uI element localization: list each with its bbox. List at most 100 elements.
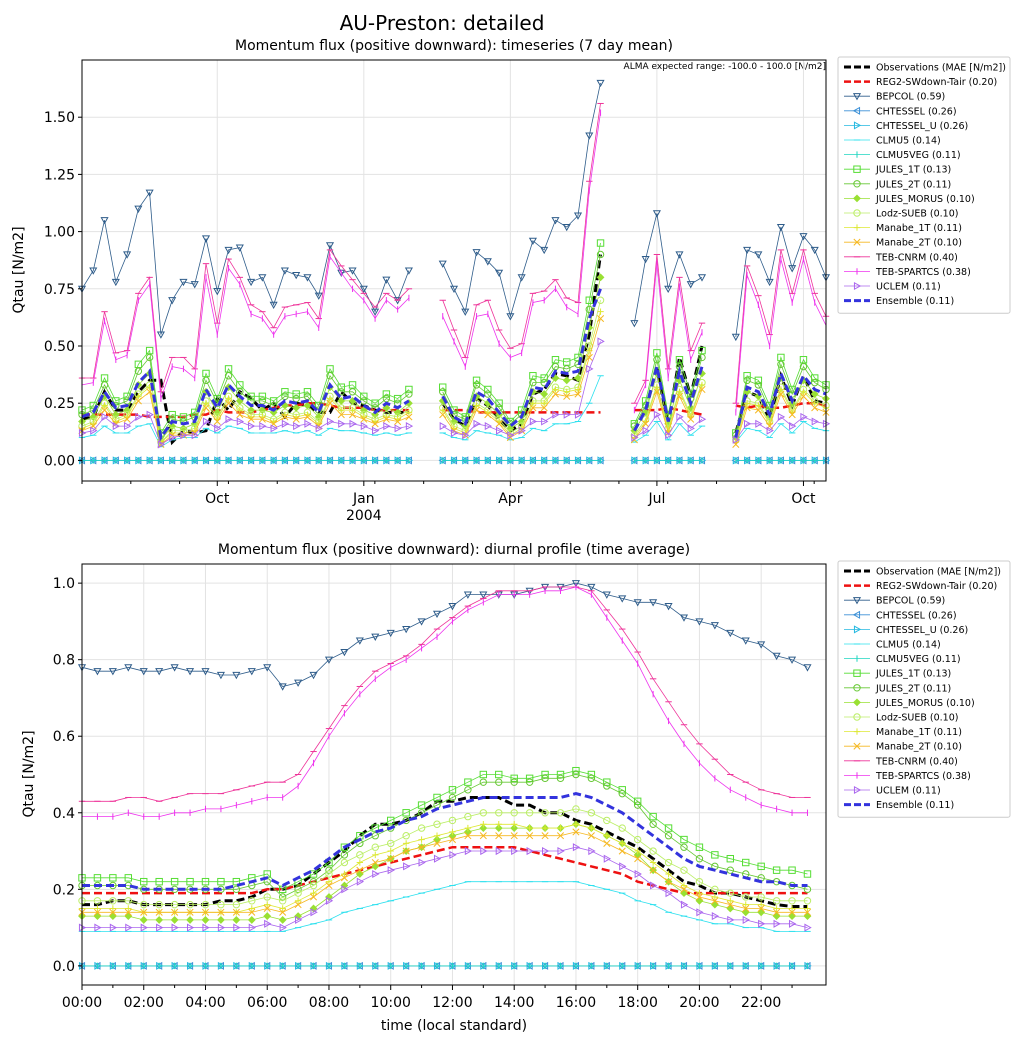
legend-label: CLMU5 (0.14) <box>876 136 941 147</box>
top-series-uclem-point <box>777 412 786 421</box>
top-series-bepcol-point <box>765 278 774 287</box>
top-series-bepcol-point <box>348 267 357 275</box>
bot-series-manabe-2t-point <box>433 839 441 847</box>
top-series-uclem-point <box>383 422 391 431</box>
legend-label: Ensemble (0.11) <box>876 800 954 811</box>
bot-series-manabe-1t-point <box>464 824 472 832</box>
bot-series-bepcol-point <box>371 633 380 641</box>
bot-series-lodz-sueb-point <box>726 889 734 897</box>
xtick-label: 20:00 <box>679 995 719 1011</box>
legend-item: JULES_MORUS (0.10) <box>844 698 975 709</box>
bot-series-bepcol-point <box>201 668 210 676</box>
bot-series-jules-1t-point <box>633 797 642 805</box>
legend-uclem-marker <box>853 281 862 291</box>
ytick-label: 0.8 <box>53 653 75 669</box>
bot-series-bepcol-point <box>124 664 133 672</box>
bot-series-lodz-sueb-point <box>510 809 518 817</box>
top-series-uclem-point <box>473 419 481 428</box>
top-series-uclem-point <box>315 424 323 433</box>
top-series-manabe-1t-point <box>529 400 537 407</box>
top-series-manabe-2t-point <box>258 415 266 423</box>
legend-item: REG2-SWdown-Tair (0.20) <box>844 77 997 88</box>
top-series-manabe-1t-point <box>202 400 210 407</box>
xtick-label: 16:00 <box>556 995 596 1011</box>
top-series-manabe-1t-point <box>405 409 413 416</box>
bot-series-uclem-point <box>495 846 503 856</box>
top-series-jules-1t-point <box>168 410 176 419</box>
bot-series-manabe-1t-point <box>248 905 255 912</box>
top-series-uclem-point <box>698 415 707 424</box>
bot-series-lodz-sueb-point <box>93 897 102 905</box>
bot-series-manabe-2t-point <box>325 881 333 890</box>
bot-series-bepcol-point <box>602 591 611 599</box>
bot-series-jules-1t-point <box>788 866 796 874</box>
bot-series-bepcol-point <box>139 668 148 676</box>
bot-series-lodz-sueb-point <box>757 893 765 901</box>
top-series-manabe-1t-point <box>563 388 570 395</box>
top-series-jules-1t-point <box>743 372 751 380</box>
bot-series-uclem-point <box>94 923 102 932</box>
top-series-bepcol-point <box>123 251 132 259</box>
bot-series-jules-2t-point <box>664 832 673 840</box>
top-series-bepcol-point <box>314 292 323 300</box>
legend-manabe-2t-marker <box>853 238 861 246</box>
bot-series-manabe-1t-point <box>387 847 394 855</box>
bot-series-lodz-sueb-point <box>371 843 379 851</box>
bot-series-lodz-sueb-point <box>695 877 704 886</box>
legend-item: Lodz-SUEB (0.10) <box>844 209 958 220</box>
bot-series-jules-1t-point <box>309 870 318 878</box>
legend-label: BEPCOL (0.59) <box>876 596 945 607</box>
bot-series-uclem-point <box>279 923 287 932</box>
top-series-uclem-point <box>496 426 504 435</box>
bot-series-manabe-1t-point <box>510 821 518 828</box>
bot-series-uclem-point <box>696 908 704 917</box>
bot-series-manabe-2t-point <box>418 843 426 851</box>
ytick-label: 0.50 <box>44 339 75 355</box>
top-series-manabe-2t-point <box>292 415 300 423</box>
bot-series-lodz-sueb-point <box>217 900 225 909</box>
top-series-bepcol-point <box>292 272 301 280</box>
bot-series-bepcol-point <box>93 668 102 676</box>
bot-series-manabe-2t-point <box>572 828 580 836</box>
bot-series-uclem-point <box>449 850 457 859</box>
bot-series-jules-morus-point <box>186 916 194 924</box>
top-series-manabe-2t-point <box>754 406 762 414</box>
bot-series-jules-2t-point <box>448 793 457 802</box>
legend-label: CHTESSEL_U (0.26) <box>876 625 968 636</box>
bot-series-lodz-sueb-point <box>448 816 457 825</box>
bot-series-uclem-point <box>542 846 550 856</box>
top-series-bepcol-point <box>810 246 819 255</box>
top-series-bepcol-point <box>438 260 447 268</box>
bot-series-lodz-sueb-point <box>788 897 796 905</box>
top-series-jules-morus-point <box>562 376 571 385</box>
bot-series-jules-1t-point <box>556 770 565 779</box>
top-series-manabe-1t-point <box>811 400 818 407</box>
top-series-jules-morus-point <box>247 406 255 414</box>
top-series-bepcol-point <box>325 242 335 250</box>
legend-item: UCLEM (0.11) <box>844 786 941 797</box>
bot-series-jules-1t-point <box>93 874 102 882</box>
top-series-manabe-1t-point <box>540 400 548 407</box>
legend-label: JULES_2T (0.11) <box>875 179 951 190</box>
top-series-manabe-1t-point <box>597 308 604 315</box>
bot-series-lodz-sueb-point <box>124 897 133 905</box>
bot-series-jules-1t-line <box>82 770 808 890</box>
top-series-uclem-point <box>202 417 211 426</box>
top-series-jules-1t-point <box>269 397 278 405</box>
top-series-manabe-1t-point <box>552 386 559 393</box>
bot-series-uclem-point <box>788 919 797 928</box>
top-series-uclem-point <box>281 419 290 428</box>
legend-bepcol-marker <box>852 93 862 101</box>
legend-item: JULES_1T (0.13) <box>844 165 951 176</box>
bot-series-lodz-sueb-point <box>649 847 657 855</box>
ytick-label: 0.2 <box>53 882 75 898</box>
bot-series-lodz-sueb-point <box>155 900 163 909</box>
legend-item: Manabe_1T (0.11) <box>844 727 962 738</box>
legend-label: UCLEM (0.11) <box>876 282 941 293</box>
ytick-label: 1.25 <box>44 167 75 183</box>
bot-series-jules-1t-point <box>109 874 117 882</box>
bot-series-lodz-sueb-point <box>402 832 410 840</box>
top-series-jules-2t-point <box>134 367 143 375</box>
bot-series-manabe-1t-point <box>696 889 703 897</box>
bot-series-jules-1t-point <box>711 851 719 859</box>
